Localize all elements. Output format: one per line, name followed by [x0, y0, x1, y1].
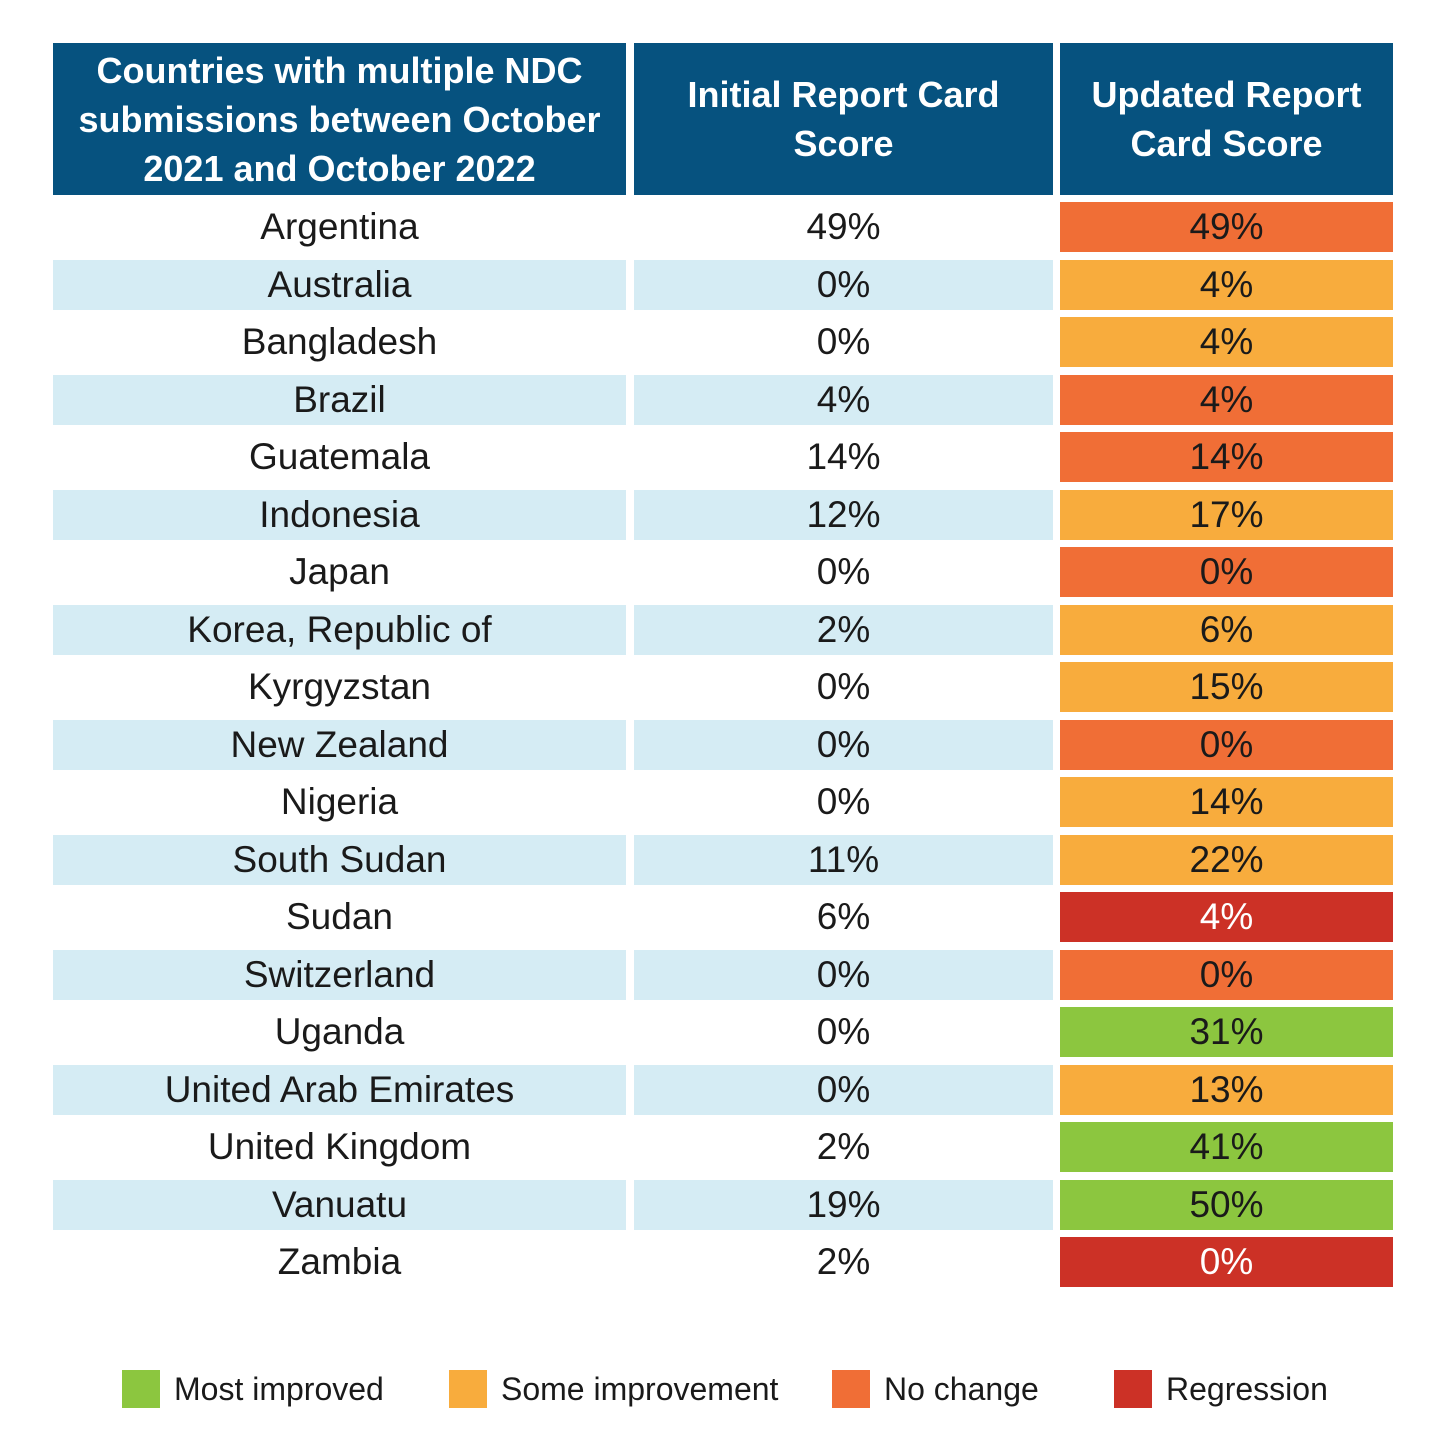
legend-label: No change [884, 1370, 1039, 1407]
updated-score-cell: 0% [1060, 547, 1393, 597]
country-cell: Uganda [274, 1011, 405, 1052]
header-updated-line: Updated Report [1091, 74, 1362, 115]
table-row: Korea, Republic of 2% 6% [53, 605, 1393, 655]
initial-score-cell: 0% [634, 260, 1053, 310]
header-country-line: 2021 and October 2022 [143, 147, 536, 189]
table-row: Kyrgyzstan 0% 15% [53, 662, 1393, 712]
legend-label: Most improved [174, 1370, 384, 1407]
table-row: Zambia 2% 0% [53, 1237, 1393, 1287]
updated-score-cell: 4% [1060, 892, 1393, 942]
updated-score-cell: 14% [1060, 432, 1393, 482]
country-cell: United Kingdom [207, 1126, 472, 1167]
updated-score-cell: 4% [1060, 317, 1393, 367]
table-row: Japan 0% 0% [53, 547, 1393, 597]
legend-item-most-improved: Most improved [122, 1367, 384, 1411]
country-cell: Kyrgyzstan [247, 666, 431, 707]
updated-score-cell: 4% [1060, 260, 1393, 310]
header-country-line: Countries with multiple NDC [96, 49, 583, 91]
table-row: United Kingdom 2% 41% [53, 1122, 1393, 1172]
initial-score-cell: 2% [816, 1126, 871, 1167]
updated-score-cell: 15% [1060, 662, 1393, 712]
table-row: Brazil 4% 4% [53, 375, 1393, 425]
country-cell: Zambia [277, 1241, 402, 1282]
legend: Most improved Some improvement No change… [0, 1367, 1448, 1411]
initial-score-cell: 0% [816, 1011, 871, 1052]
legend-label: Some improvement [501, 1370, 779, 1407]
country-cell: Korea, Republic of [53, 605, 626, 655]
initial-score-cell: 0% [634, 950, 1053, 1000]
initial-score-cell: 0% [816, 551, 871, 592]
updated-score-cell: 0% [1060, 950, 1393, 1000]
updated-score-cell: 50% [1060, 1180, 1393, 1230]
legend-swatch-no-change [832, 1370, 870, 1408]
table-row: Nigeria 0% 14% [53, 777, 1393, 827]
header-initial-line: Initial Report Card [687, 74, 1000, 115]
country-cell: Guatemala [249, 436, 430, 477]
updated-score-cell: 31% [1060, 1007, 1393, 1057]
country-cell: Japan [289, 551, 390, 592]
country-cell: Argentina [260, 206, 419, 247]
table-row: South Sudan 11% 22% [53, 835, 1393, 885]
legend-item-regression: Regression [1114, 1367, 1328, 1411]
updated-score-cell: 0% [1060, 1237, 1393, 1287]
initial-score-cell: 0% [816, 321, 871, 362]
country-cell: Brazil [53, 375, 626, 425]
initial-score-cell: 0% [816, 666, 871, 707]
table-row: Australia 0% 4% [53, 260, 1393, 310]
legend-swatch-some-improvement [449, 1370, 487, 1408]
legend-swatch-regression [1114, 1370, 1152, 1408]
country-cell: United Arab Emirates [53, 1065, 626, 1115]
table-row: Sudan 6% 4% [53, 892, 1393, 942]
initial-score-cell: 11% [634, 835, 1053, 885]
legend-label: Regression [1166, 1370, 1328, 1407]
header-country: Countries with multiple NDC submissions … [53, 43, 626, 195]
header-updated-score: Updated Report Card Score [1060, 43, 1393, 195]
table-row: New Zealand 0% 0% [53, 720, 1393, 770]
updated-score-cell: 4% [1060, 375, 1393, 425]
country-cell: South Sudan [53, 835, 626, 885]
initial-score-cell: 49% [806, 206, 881, 247]
table-row: Indonesia 12% 17% [53, 490, 1393, 540]
country-cell: Indonesia [53, 490, 626, 540]
initial-score-cell: 0% [634, 1065, 1053, 1115]
initial-score-cell: 14% [806, 436, 881, 477]
header-initial-score: Initial Report Card Score [634, 43, 1053, 195]
legend-item-no-change: No change [832, 1367, 1039, 1411]
initial-score-cell: 0% [816, 781, 871, 822]
updated-score-cell: 41% [1060, 1122, 1393, 1172]
updated-score-cell: 22% [1060, 835, 1393, 885]
updated-score-cell: 49% [1060, 202, 1393, 252]
legend-item-some-improvement: Some improvement [449, 1367, 778, 1411]
header-country-line: submissions between October [78, 98, 601, 140]
updated-score-cell: 17% [1060, 490, 1393, 540]
table-row: Uganda 0% 31% [53, 1007, 1393, 1057]
table-row: Switzerland 0% 0% [53, 950, 1393, 1000]
country-cell: Switzerland [53, 950, 626, 1000]
initial-score-cell: 6% [816, 896, 871, 937]
country-cell: Nigeria [280, 781, 399, 822]
country-cell: New Zealand [53, 720, 626, 770]
updated-score-cell: 14% [1060, 777, 1393, 827]
initial-score-cell: 2% [816, 1241, 871, 1282]
updated-score-cell: 0% [1060, 720, 1393, 770]
initial-score-cell: 4% [634, 375, 1053, 425]
updated-score-cell: 13% [1060, 1065, 1393, 1115]
table-row: Guatemala 14% 14% [53, 432, 1393, 482]
initial-score-cell: 2% [634, 605, 1053, 655]
country-cell: Vanuatu [53, 1180, 626, 1230]
table-row: Vanuatu 19% 50% [53, 1180, 1393, 1230]
table-row: United Arab Emirates 0% 13% [53, 1065, 1393, 1115]
header-initial-line: Score [793, 123, 894, 164]
country-cell: Australia [53, 260, 626, 310]
initial-score-cell: 19% [634, 1180, 1053, 1230]
table-row: Bangladesh 0% 4% [53, 317, 1393, 367]
updated-score-cell: 6% [1060, 605, 1393, 655]
legend-swatch-most-improved [122, 1370, 160, 1408]
initial-score-cell: 0% [634, 720, 1053, 770]
country-cell: Bangladesh [241, 321, 438, 362]
header-updated-line: Card Score [1130, 123, 1323, 164]
initial-score-cell: 12% [634, 490, 1053, 540]
country-cell: Sudan [286, 896, 393, 937]
table-row: Argentina 49% 49% [53, 202, 1393, 252]
